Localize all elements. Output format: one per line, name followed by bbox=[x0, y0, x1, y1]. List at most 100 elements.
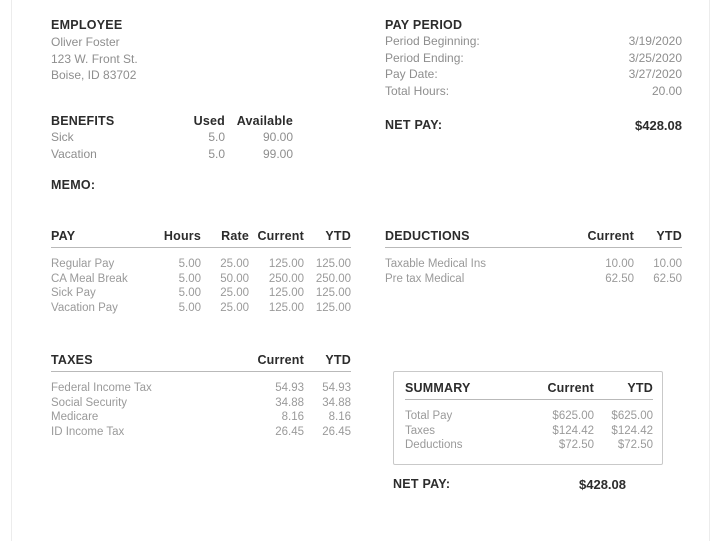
table-row: Regular Pay 5.00 25.00 125.00 125.00 bbox=[51, 257, 351, 272]
taxes-row-1-ytd: 34.88 bbox=[322, 396, 351, 409]
deductions-col-current: Current bbox=[587, 229, 634, 243]
pay-row-3-ytd: 125.00 bbox=[315, 301, 351, 314]
taxes-row-0-current: 54.93 bbox=[275, 382, 304, 394]
pay-row-0-current: 125.00 bbox=[268, 258, 304, 270]
summary-row-1-name: Taxes bbox=[405, 424, 436, 437]
taxes-row-3-name: ID Income Tax bbox=[51, 425, 125, 438]
summary-row-2-ytd: $72.50 bbox=[617, 439, 653, 451]
taxes-header-row: TAXES Current YTD bbox=[51, 353, 351, 371]
summary-table: SUMMARY Current YTD Total Pay bbox=[405, 381, 653, 453]
deductions-header-row: DEDUCTIONS Current YTD bbox=[385, 229, 682, 247]
pay-row-0-rate: 25.00 bbox=[220, 258, 249, 270]
taxes-row-1-current: 34.88 bbox=[275, 396, 304, 409]
pay-col-ytd: YTD bbox=[325, 229, 351, 243]
pay-heading: PAY bbox=[51, 229, 76, 243]
table-row: Pre tax Medical 62.50 62.50 bbox=[385, 272, 682, 287]
pay-row-1-ytd: 250.00 bbox=[315, 272, 351, 285]
pay-col-hours: Hours bbox=[163, 229, 201, 243]
pay-col-current: Current bbox=[257, 229, 304, 243]
pay-period-value-ending: 3/25/2020 bbox=[628, 50, 682, 65]
pay-row-1-current: 250.00 bbox=[268, 272, 304, 285]
summary-row-1-ytd: $124.42 bbox=[611, 424, 653, 437]
table-row: Sick 5.0 90.00 bbox=[51, 129, 351, 146]
taxes-row-0-name: Federal Income Tax bbox=[51, 382, 152, 394]
summary-row-2-current: $72.50 bbox=[558, 439, 594, 451]
table-row: Sick Pay 5.00 25.00 125.00 125.00 bbox=[51, 286, 351, 301]
pay-period-row-beginning: Period Beginning: 3/19/2020 bbox=[385, 34, 682, 51]
pay-row-2-ytd: 125.00 bbox=[315, 287, 351, 299]
pay-row-3-rate: 25.00 bbox=[220, 301, 249, 314]
taxes-row-2-current: 8.16 bbox=[281, 411, 304, 423]
table-row: ID Income Tax 26.45 26.45 bbox=[51, 425, 351, 440]
deductions-row-1-current: 62.50 bbox=[605, 272, 634, 285]
divider bbox=[51, 371, 351, 372]
table-row: Taxes $124.42 $124.42 bbox=[405, 424, 653, 439]
pay-period-value-paydate: 3/27/2020 bbox=[628, 67, 682, 81]
benefits-section: BENEFITS Used Available Sick 5.0 90.00 V bbox=[51, 114, 351, 162]
benefits-heading: BENEFITS bbox=[51, 114, 115, 128]
pay-period-row-paydate: Pay Date: 3/27/2020 bbox=[385, 67, 682, 84]
taxes-table: TAXES Current YTD Federal Income Tax 54. bbox=[51, 353, 351, 439]
employee-heading: EMPLOYEE bbox=[51, 18, 123, 32]
pay-row-1-rate: 50.00 bbox=[220, 272, 249, 285]
table-row: Deductions $72.50 $72.50 bbox=[405, 438, 653, 453]
table-row: Total Pay $625.00 $625.00 bbox=[405, 409, 653, 424]
pay-table: PAY Hours Rate Current YTD Regular Pay 5… bbox=[51, 229, 351, 315]
taxes-row-2-name: Medicare bbox=[51, 411, 99, 423]
pay-row-2-hours: 5.00 bbox=[178, 287, 201, 299]
summary-header-row: SUMMARY Current YTD bbox=[405, 381, 653, 399]
benefits-row-0-used: 5.0 bbox=[208, 130, 225, 144]
pay-row-3-name: Vacation Pay bbox=[51, 301, 118, 314]
summary-header-rule bbox=[405, 399, 653, 400]
pay-period-row-ending: Period Ending: 3/25/2020 bbox=[385, 51, 682, 68]
employee-address-line1: 123 W. Front St. bbox=[51, 51, 138, 66]
benefits-header-row: BENEFITS Used Available bbox=[51, 114, 351, 129]
deductions-row-0-ytd: 10.00 bbox=[653, 258, 682, 270]
pay-period-heading: PAY PERIOD bbox=[385, 18, 463, 32]
table-row: CA Meal Break 5.00 50.00 250.00 250.00 bbox=[51, 272, 351, 287]
pay-header-rule bbox=[51, 247, 351, 248]
pay-period-label-ending: Period Ending: bbox=[385, 50, 464, 65]
pay-stub-page: EMPLOYEE Oliver Foster 123 W. Front St. … bbox=[11, 0, 710, 541]
summary-row-0-current: $625.00 bbox=[552, 410, 594, 422]
deductions-heading: DEDUCTIONS bbox=[385, 229, 470, 243]
table-row: Federal Income Tax 54.93 54.93 bbox=[51, 381, 351, 396]
pay-row-2-rate: 25.00 bbox=[220, 287, 249, 299]
taxes-row-0-ytd: 54.93 bbox=[322, 382, 351, 394]
deductions-row-1-name: Pre tax Medical bbox=[385, 272, 465, 285]
pay-row-0-name: Regular Pay bbox=[51, 258, 115, 270]
pay-row-1-hours: 5.00 bbox=[178, 272, 201, 285]
deductions-row-1-ytd: 62.50 bbox=[653, 272, 682, 285]
taxes-row-2-ytd: 8.16 bbox=[328, 411, 351, 423]
taxes-col-current: Current bbox=[257, 353, 304, 367]
benefits-row-1-name: Vacation bbox=[51, 146, 97, 161]
taxes-row-3-current: 26.45 bbox=[275, 425, 304, 438]
taxes-heading: TAXES bbox=[51, 353, 93, 367]
employee-address-line2: Boise, ID 83702 bbox=[51, 68, 137, 82]
memo-section: MEMO: bbox=[51, 178, 351, 192]
net-pay-top-label: NET PAY: bbox=[385, 118, 443, 132]
pay-period-section: PAY PERIOD Period Beginning: 3/19/2020 P… bbox=[385, 18, 682, 100]
summary-col-ytd: YTD bbox=[627, 381, 653, 395]
pay-row-0-hours: 5.00 bbox=[178, 258, 201, 270]
summary-box: SUMMARY Current YTD Total Pay bbox=[393, 371, 663, 465]
taxes-row-3-ytd: 26.45 bbox=[322, 425, 351, 438]
memo-heading: MEMO: bbox=[51, 178, 96, 192]
benefits-row-0-available: 90.00 bbox=[262, 130, 293, 144]
employee-name: Oliver Foster bbox=[51, 35, 120, 49]
net-pay-top: NET PAY: $428.08 bbox=[385, 118, 682, 136]
table-row: Vacation 5.0 99.00 bbox=[51, 146, 351, 163]
summary-row-0-name: Total Pay bbox=[405, 410, 453, 422]
pay-row-0-ytd: 125.00 bbox=[315, 258, 351, 270]
deductions-table: DEDUCTIONS Current YTD Taxable Medical I… bbox=[385, 229, 682, 286]
benefits-col-used: Used bbox=[193, 114, 225, 128]
employee-section: EMPLOYEE Oliver Foster 123 W. Front St. … bbox=[51, 18, 351, 84]
pay-row-3-current: 125.00 bbox=[268, 301, 304, 314]
pay-period-label-paydate: Pay Date: bbox=[385, 67, 438, 81]
pay-period-value-beginning: 3/19/2020 bbox=[628, 34, 682, 48]
deductions-header-rule bbox=[385, 247, 682, 248]
table-row: Taxable Medical Ins 10.00 10.00 bbox=[385, 257, 682, 272]
pay-header-row: PAY Hours Rate Current YTD bbox=[51, 229, 351, 247]
net-pay-bottom-value: $428.08 bbox=[579, 477, 626, 492]
deductions-section: DEDUCTIONS Current YTD Taxable Medical I… bbox=[385, 229, 682, 286]
